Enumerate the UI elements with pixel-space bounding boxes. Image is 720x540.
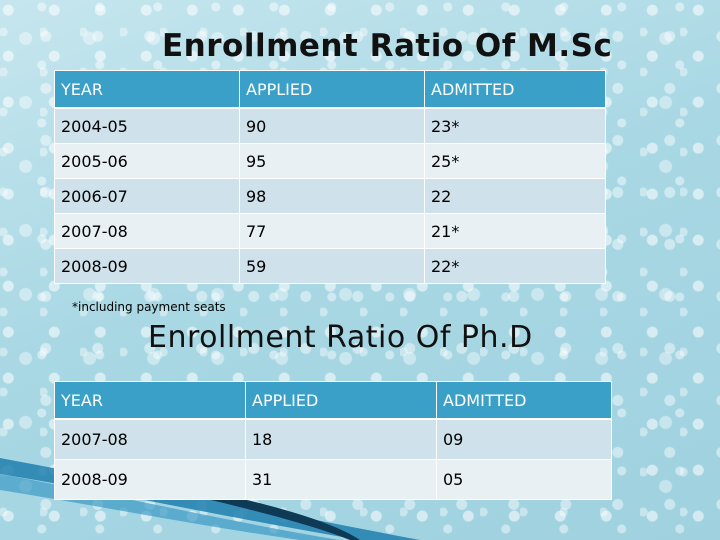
table-row: 2006-07 98 22: [54, 178, 606, 214]
phd-enrollment-table: YEAR APPLIED ADMITTED 2007-08 18 09 2008…: [54, 381, 612, 500]
table-header-row: YEAR APPLIED ADMITTED: [54, 381, 612, 420]
cell-admitted: 21*: [424, 213, 606, 249]
column-header-year: YEAR: [54, 70, 240, 109]
table-row: 2008-09 31 05: [54, 459, 612, 500]
cell-year: 2007-08: [54, 213, 240, 249]
table-row: 2004-05 90 23*: [54, 107, 606, 144]
cell-applied: 98: [239, 178, 425, 214]
cell-year: 2004-05: [54, 107, 240, 144]
cell-applied: 77: [239, 213, 425, 249]
table-row: 2007-08 18 09: [54, 418, 612, 460]
cell-admitted: 22*: [424, 248, 606, 284]
column-header-applied: APPLIED: [239, 70, 425, 109]
table-header-row: YEAR APPLIED ADMITTED: [54, 70, 606, 109]
cell-admitted: 25*: [424, 143, 606, 179]
cell-applied: 59: [239, 248, 425, 284]
column-header-year: YEAR: [54, 381, 246, 420]
cell-admitted: 23*: [424, 107, 606, 144]
cell-admitted: 09: [436, 418, 612, 460]
column-header-admitted: ADMITTED: [436, 381, 612, 420]
cell-applied: 18: [245, 418, 437, 460]
cell-admitted: 05: [436, 459, 612, 500]
table-row: 2007-08 77 21*: [54, 213, 606, 249]
cell-year: 2005-06: [54, 143, 240, 179]
column-header-applied: APPLIED: [245, 381, 437, 420]
msc-title: Enrollment Ratio Of M.Sc: [162, 28, 613, 64]
table-row: 2008-09 59 22*: [54, 248, 606, 284]
cell-year: 2008-09: [54, 459, 246, 500]
column-header-admitted: ADMITTED: [424, 70, 606, 109]
cell-applied: 31: [245, 459, 437, 500]
cell-year: 2007-08: [54, 418, 246, 460]
cell-year: 2008-09: [54, 248, 240, 284]
phd-title: Enrollment Ratio Of Ph.D: [148, 320, 533, 355]
table-row: 2005-06 95 25*: [54, 143, 606, 179]
msc-enrollment-table: YEAR APPLIED ADMITTED 2004-05 90 23* 200…: [54, 70, 606, 284]
cell-year: 2006-07: [54, 178, 240, 214]
cell-admitted: 22: [424, 178, 606, 214]
cell-applied: 90: [239, 107, 425, 144]
cell-applied: 95: [239, 143, 425, 179]
footnote: *including payment seats: [72, 300, 226, 314]
